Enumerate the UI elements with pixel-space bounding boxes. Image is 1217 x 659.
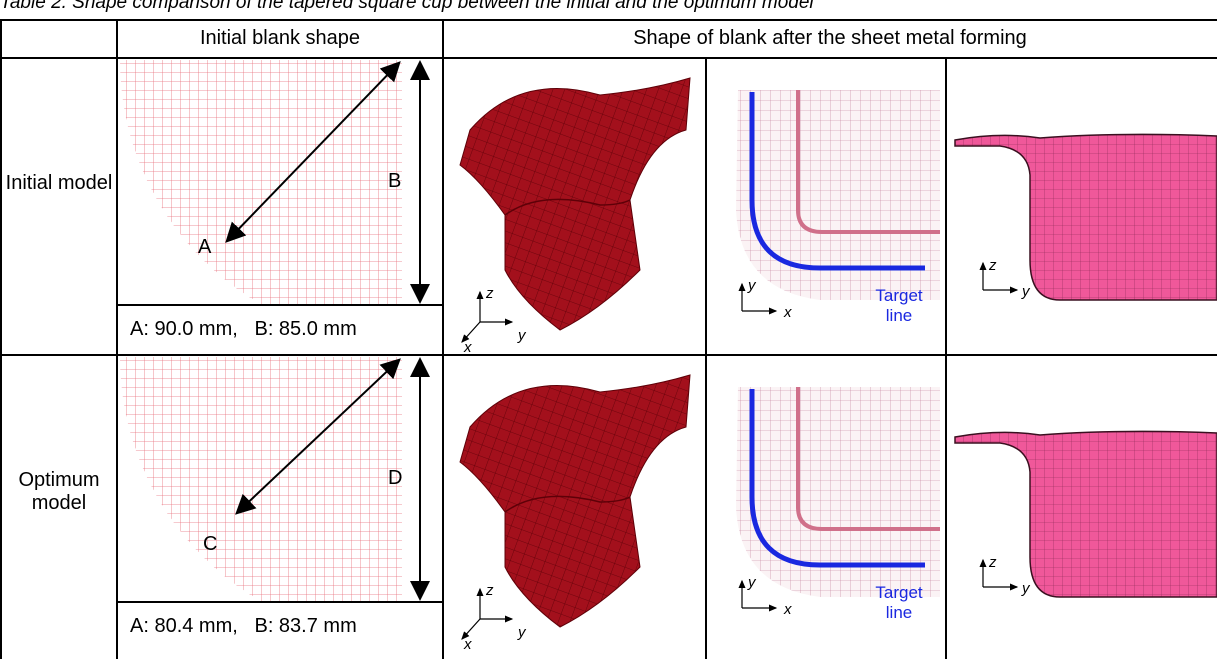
axis-label: x [464, 637, 472, 653]
axis-label: z [486, 583, 494, 599]
axis-label: z [486, 286, 494, 302]
blank-dimensions: A: 80.4 mm, B: 83.7 mm [130, 615, 357, 638]
blank-label: D [388, 467, 402, 490]
column-header: Shape of blank after the sheet metal for… [443, 27, 1217, 50]
axis-label: y [748, 278, 756, 294]
axis-label: x [784, 305, 792, 321]
formed-3d [460, 78, 690, 330]
axis-label: y [1022, 284, 1030, 300]
side-view-cup [955, 134, 1217, 300]
target-line-label: Target line [868, 583, 930, 623]
row-label: Initial model [2, 172, 116, 195]
axis-label: y [518, 625, 526, 641]
blank-label: A [198, 236, 211, 259]
axis-label: y [518, 328, 526, 344]
axis-label: y [1022, 581, 1030, 597]
blank-dimensions: A: 90.0 mm, B: 85.0 mm [130, 318, 357, 341]
axis-label: x [784, 602, 792, 618]
blank-mesh [120, 357, 402, 639]
side-view-cup [955, 431, 1217, 597]
page: Table 2. Shape comparison of the tapered… [0, 0, 1217, 659]
row-label: Optimum model [2, 469, 116, 515]
target-line-label: Target line [868, 286, 930, 326]
axis-label: x [464, 340, 472, 356]
axis-label: y [748, 575, 756, 591]
column-header: Initial blank shape [117, 27, 443, 50]
blank-label: C [203, 533, 217, 556]
axis-label: z [989, 555, 997, 571]
formed-3d [460, 375, 690, 627]
axis-label: z [989, 258, 997, 274]
blank-label: B [388, 170, 401, 193]
table-caption: Table 2. Shape comparison of the tapered… [0, 0, 814, 14]
